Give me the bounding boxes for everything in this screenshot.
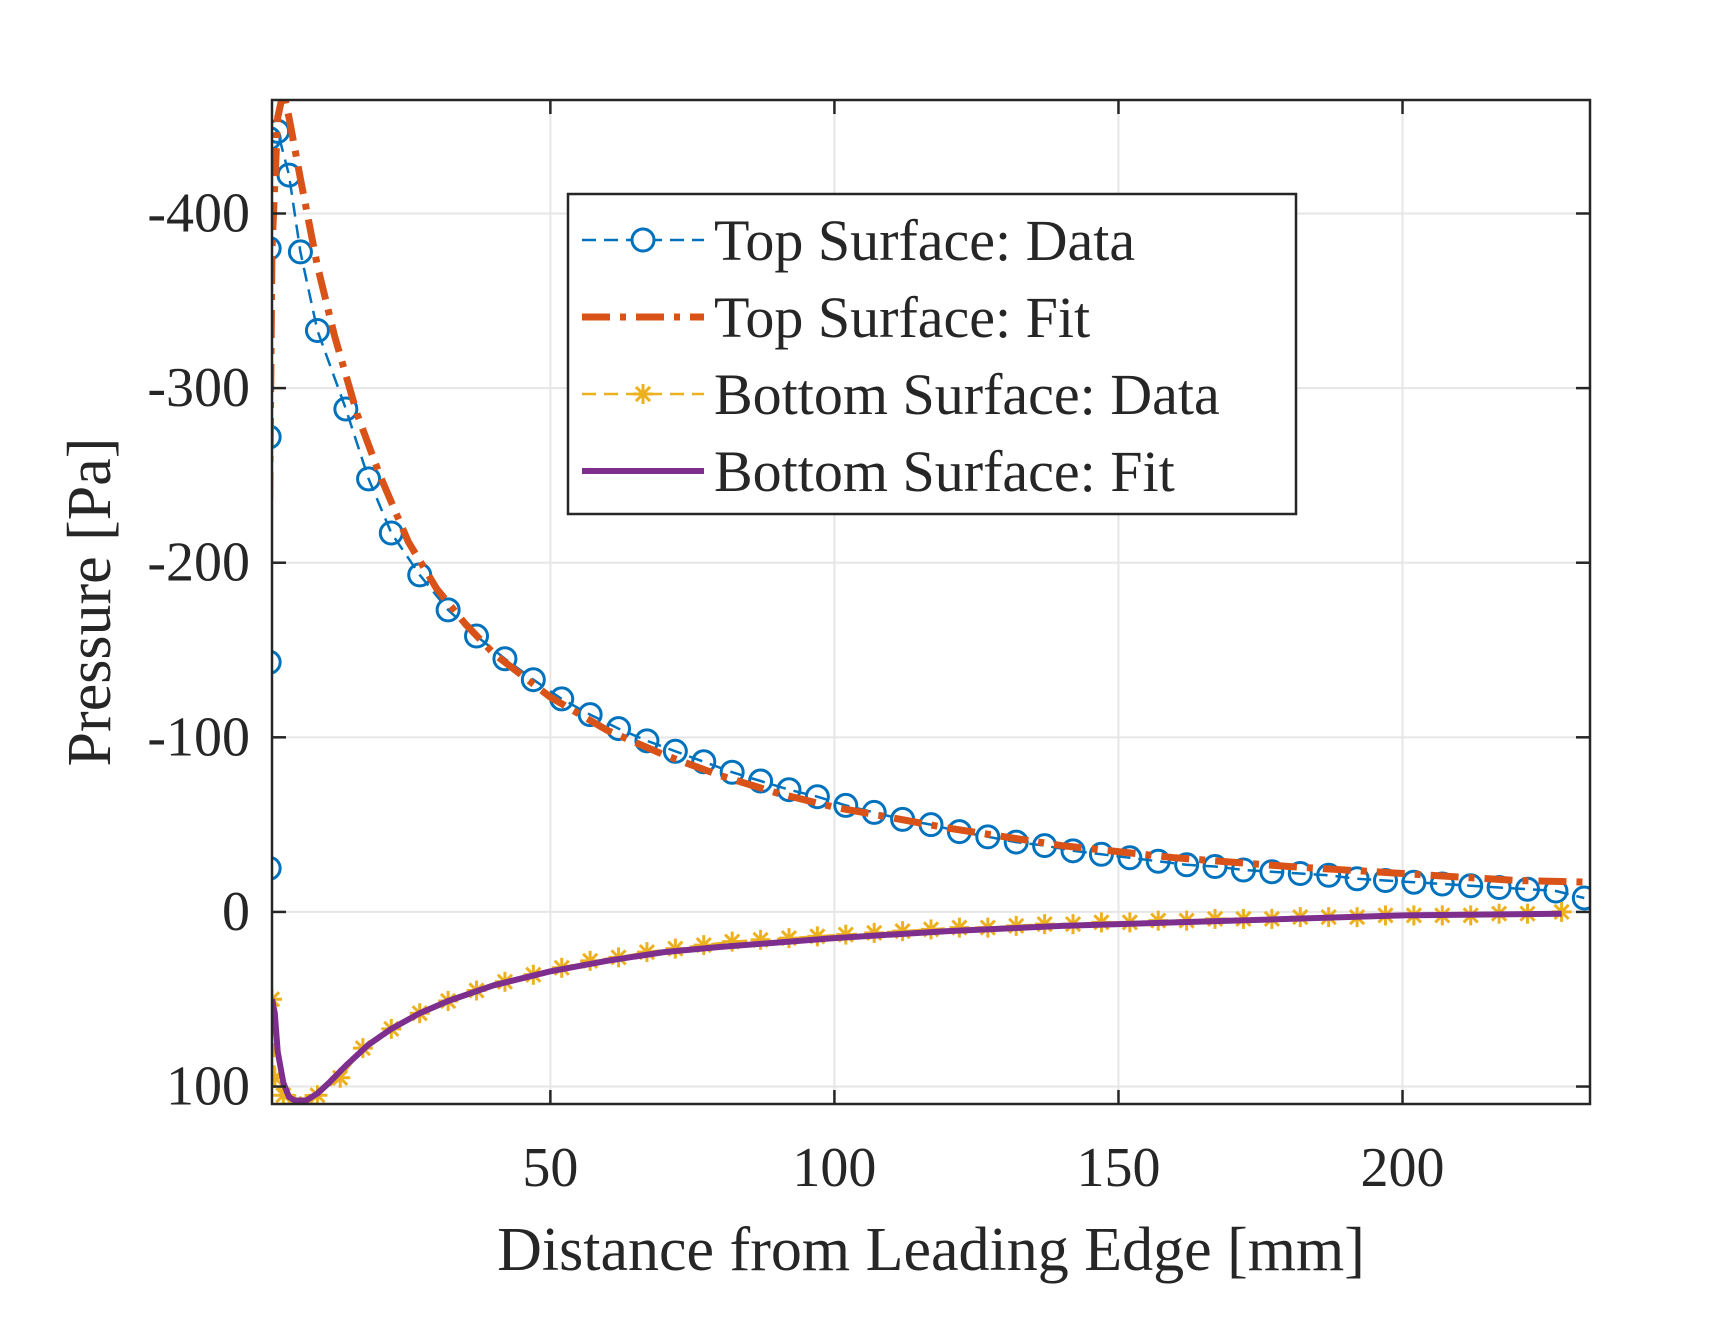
x-tick-label: 50 — [522, 1137, 578, 1199]
series-line-1 — [272, 100, 1590, 886]
legend-label: Bottom Surface: Data — [714, 362, 1220, 427]
y-tick-label: 0 — [222, 881, 250, 943]
top-data-point — [1287, 861, 1313, 887]
top-data-point — [577, 702, 603, 728]
series-layer — [272, 100, 1590, 1104]
top-data-point — [719, 759, 745, 785]
bottom-data-point-stroke — [332, 1069, 349, 1086]
grid — [272, 100, 1590, 1104]
top-data-point — [1344, 866, 1370, 892]
top-data-point — [634, 728, 660, 754]
top-data-point — [492, 646, 518, 672]
top-data-point — [804, 784, 830, 810]
legend-label: Top Surface: Fit — [714, 285, 1090, 350]
top-data-point — [1316, 862, 1342, 888]
top-data-point — [662, 738, 688, 764]
top-data-point — [1401, 869, 1427, 895]
top-data-point — [1259, 859, 1285, 885]
legend-star-marker — [633, 384, 653, 404]
y-tick-label: -300 — [147, 357, 250, 419]
y-axis-title: Pressure [Pa] — [56, 438, 124, 767]
top-data-point — [333, 396, 359, 422]
bottom-data-point-stroke — [272, 997, 281, 1008]
top-data-point — [435, 597, 461, 623]
top-data-point — [520, 667, 546, 693]
legend: Top Surface: Data Top Surface: Fit Bottom … — [566, 192, 1298, 516]
top-data-point — [272, 856, 282, 881]
top-data-point — [1571, 885, 1590, 911]
legend-label: Bottom Surface: Fit — [714, 439, 1175, 504]
top-data-point — [833, 792, 859, 818]
legend-label: Top Surface: Data — [714, 208, 1135, 273]
y-tick-label: 100 — [166, 1056, 250, 1118]
legend-box — [566, 192, 1298, 516]
top-data-point — [464, 623, 490, 649]
bottom-data-point — [272, 989, 282, 1010]
legend-circle-marker — [630, 227, 656, 253]
y-tick-label: -200 — [147, 532, 250, 594]
y-tick-label: -100 — [147, 706, 250, 768]
top-data-point — [1230, 857, 1256, 883]
x-axis-title: Distance from Leading Edge [mm] — [497, 1216, 1365, 1284]
top-data-point — [1060, 838, 1086, 864]
top-data-point — [1117, 845, 1143, 871]
series-line-0 — [272, 130, 1585, 900]
ticks: 50 100 150 200 -400 -300 -200 -100 0 100 — [147, 100, 1590, 1199]
top-data-point — [356, 466, 382, 492]
top-data-point — [1174, 852, 1200, 878]
top-data-point — [1202, 854, 1228, 880]
plot-frame — [270, 98, 1592, 1106]
top-data-point — [975, 824, 1001, 850]
top-data-point — [272, 236, 282, 261]
top-data-point — [272, 126, 282, 151]
x-tick-label: 200 — [1361, 1137, 1445, 1199]
top-data-point — [287, 239, 313, 265]
top-data-point — [304, 317, 330, 343]
series-line-3 — [272, 910, 1562, 1104]
x-tick-label: 150 — [1076, 1137, 1160, 1199]
top-data-point — [1145, 848, 1171, 874]
y-tick-label: -400 — [147, 182, 250, 244]
top-data-point — [272, 650, 282, 675]
legend-star-marker-stroke — [634, 385, 652, 403]
bottom-data-point-stroke — [272, 991, 281, 1002]
x-tick-label: 100 — [792, 1137, 876, 1199]
top-data-point — [272, 424, 282, 450]
